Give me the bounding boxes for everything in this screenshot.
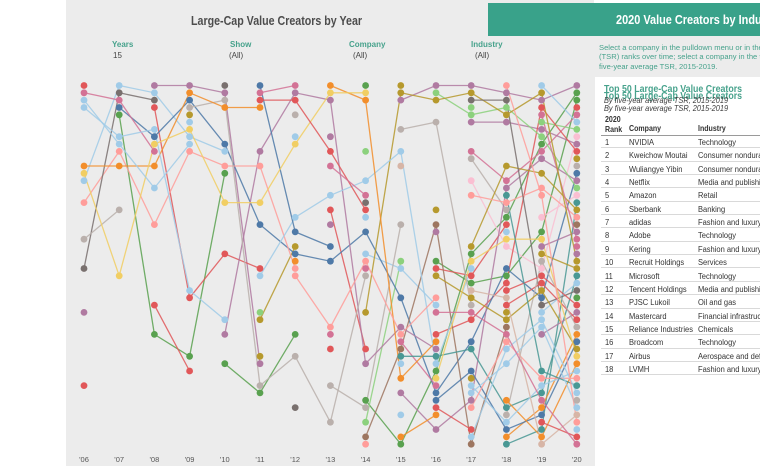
svg-text:'10: '10 bbox=[220, 455, 230, 464]
svg-text:'08: '08 bbox=[150, 455, 160, 464]
svg-text:'17: '17 bbox=[466, 455, 476, 464]
svg-text:'13: '13 bbox=[326, 455, 336, 464]
svg-text:'09: '09 bbox=[185, 455, 195, 464]
svg-text:'12: '12 bbox=[290, 455, 300, 464]
svg-text:'19: '19 bbox=[537, 455, 547, 464]
svg-text:'18: '18 bbox=[502, 455, 512, 464]
svg-text:'20: '20 bbox=[572, 455, 582, 464]
svg-text:'11: '11 bbox=[255, 455, 264, 464]
svg-text:'15: '15 bbox=[396, 455, 406, 464]
svg-text:'14: '14 bbox=[361, 455, 371, 464]
svg-text:'07: '07 bbox=[114, 455, 124, 464]
svg-text:'16: '16 bbox=[431, 455, 441, 464]
svg-text:'06: '06 bbox=[79, 455, 89, 464]
